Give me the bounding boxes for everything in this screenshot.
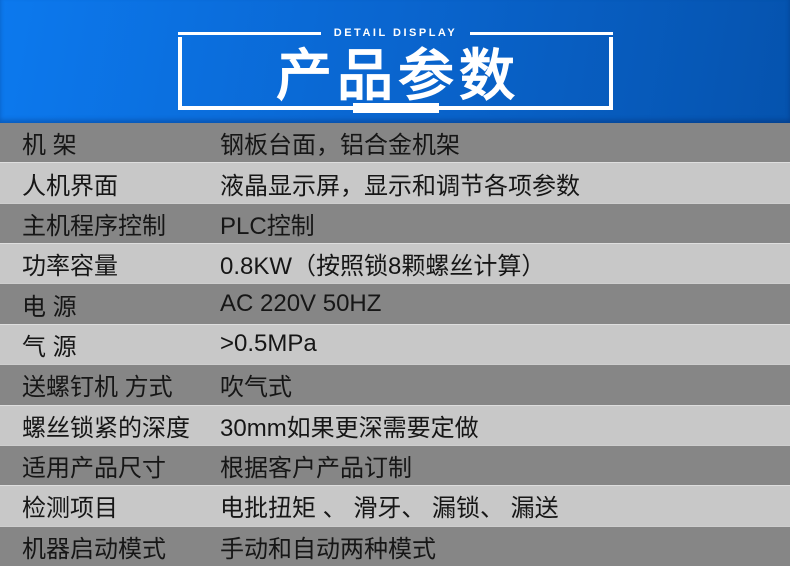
spec-label: 气 源 [22, 333, 77, 361]
spec-label: 送螺钉机 方式 [22, 374, 173, 402]
tagline-row: DETAIL DISPLAY [178, 25, 613, 41]
spec-label: 适用产品尺寸 [22, 455, 166, 483]
spec-value: 0.8KW（按照锁8颗螺丝计算） [220, 253, 546, 281]
table-row: 适用产品尺寸 根据客户产品订制 [0, 444, 790, 486]
table-row: 人机界面 液晶显示屏，显示和调节各项参数 [0, 162, 790, 203]
title-frame: DETAIL DISPLAY 产品参数 [178, 27, 613, 113]
spec-value: 电批扭矩 、 滑牙、 漏锁、 漏送 [220, 495, 559, 523]
banner: DETAIL DISPLAY 产品参数 [0, 0, 790, 123]
spec-label: 螺丝锁紧的深度 [22, 414, 190, 442]
table-row: 螺丝锁紧的深度 30mm如果更深需要定做 [0, 404, 790, 445]
table-row: 主机程序控制 PLC控制 [0, 202, 790, 244]
spec-value: 钢板台面，铝合金机架 [220, 132, 460, 160]
spec-value: >0.5MPa [220, 330, 317, 358]
table-row: 气 源 >0.5MPa [0, 323, 790, 365]
page-title: 产品参数 [276, 44, 520, 107]
spec-value: 液晶显示屏，显示和调节各项参数 [220, 172, 580, 200]
banner-tagline: DETAIL DISPLAY [333, 27, 458, 39]
table-row: 检测项目 电批扭矩 、 滑牙、 漏锁、 漏送 [0, 485, 790, 526]
spec-label: 机 架 [22, 132, 77, 160]
spec-table: 机 架 钢板台面，铝合金机架 人机界面 液晶显示屏，显示和调节各项参数 主机程序… [0, 123, 790, 566]
spec-label: 检测项目 [22, 495, 118, 523]
tagline-left-line [178, 31, 321, 35]
table-row: 机 架 钢板台面，铝合金机架 [0, 123, 790, 163]
spec-value: AC 220V 50HZ [220, 290, 382, 318]
spec-value: 吹气式 [220, 374, 292, 402]
table-row: 功率容量 0.8KW（按照锁8颗螺丝计算） [0, 243, 790, 284]
spec-label: 人机界面 [22, 172, 118, 200]
spec-label: 主机程序控制 [22, 212, 166, 240]
tagline-right-line [470, 31, 613, 35]
table-row: 电 源 AC 220V 50HZ [0, 283, 790, 324]
spec-label: 功率容量 [22, 253, 118, 281]
spec-value: 根据客户产品订制 [220, 455, 412, 483]
table-row: 机器启动模式 手动和自动两种模式 [0, 525, 790, 566]
spec-label: 电 源 [22, 293, 77, 321]
spec-value: 30mm如果更深需要定做 [220, 414, 479, 442]
spec-value: PLC控制 [220, 212, 315, 240]
table-row: 送螺钉机 方式 吹气式 [0, 364, 790, 405]
spec-value: 手动和自动两种模式 [220, 535, 436, 563]
title-underline-bar [352, 103, 439, 113]
spec-label: 机器启动模式 [22, 535, 166, 563]
